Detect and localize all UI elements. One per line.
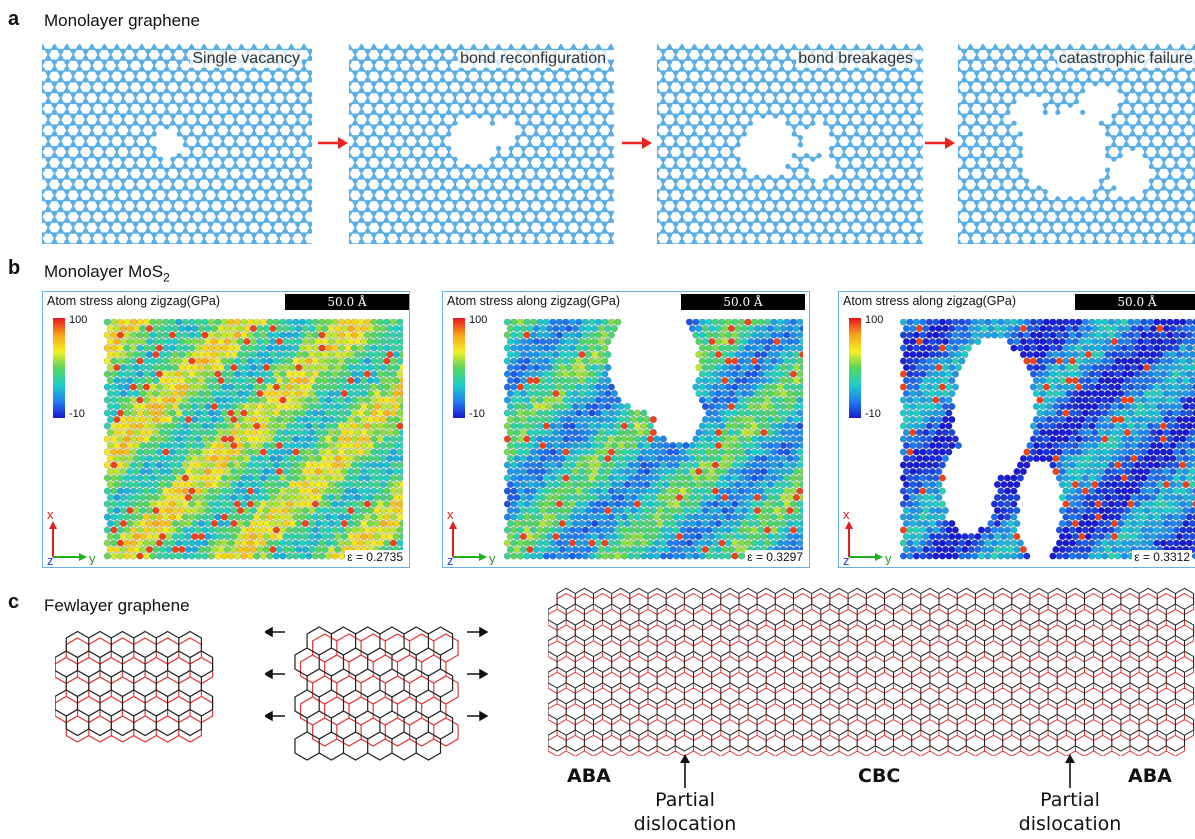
colorbar-min: -10 — [865, 408, 881, 420]
graphene-atoms — [958, 45, 1195, 244]
graphene-lattice-2 — [349, 44, 614, 244]
dislocation-annotation-right: Partial dislocation — [1018, 789, 1122, 835]
right-arrow-icon — [622, 137, 652, 149]
region-label-cbc: CBC — [858, 765, 901, 787]
graphene-lattice-4 — [958, 44, 1195, 244]
mos2-stress-map-1 — [103, 319, 403, 562]
axis-y-label: y — [89, 551, 96, 565]
panel-c-title: Fewlayer graphene — [44, 596, 190, 615]
bilayer-lattice-dislocations — [548, 587, 1195, 756]
mos2-frame-2: Atom stress along zigzag(GPa) 50.0 Å 100… — [442, 291, 810, 568]
mos2-frame-1: Atom stress along zigzag(GPa) 50.0 Å 100… — [42, 291, 410, 568]
scale-bar: 50.0 Å — [681, 294, 805, 310]
graphene-frame-1: Single vacancy — [42, 44, 312, 244]
axis-x-label: x — [447, 507, 454, 522]
graphene-atoms — [657, 45, 923, 244]
mos2-frame-3: Atom stress along zigzag(GPa) 50.0 Å 100… — [838, 291, 1195, 568]
panel-a-label: a — [8, 8, 20, 30]
mos2-stress-map-3 — [899, 319, 1195, 562]
bilayer-lattice-stretched — [265, 626, 489, 761]
graphene-atoms — [349, 45, 614, 244]
region-label-aba-right: ABA — [1128, 765, 1172, 787]
strain-value: ε = 0.2735 — [345, 550, 405, 564]
graphene-caption-1: Single vacancy — [190, 50, 302, 68]
region-label-aba-left: ABA — [567, 765, 611, 787]
atom-spheres — [103, 319, 403, 560]
axes-triad-icon: x z y — [843, 507, 892, 565]
axes-triad-icon: x z y — [47, 507, 96, 565]
graphene-bonds — [42, 44, 312, 244]
scale-bar: 50.0 Å — [285, 294, 409, 310]
colorbar — [53, 318, 65, 418]
graphene-frame-3: bond breakages — [657, 44, 923, 244]
colorbar-max: 100 — [865, 314, 884, 326]
graphene-frame-2: bond reconfiguration — [349, 44, 614, 244]
stress-label: Atom stress along zigzag(GPa) — [843, 294, 1016, 308]
graphene-caption-3: bond breakages — [796, 50, 915, 68]
axis-z-label: z — [843, 553, 850, 565]
black-layer — [294, 626, 454, 761]
colorbar — [849, 318, 861, 418]
graphene-frame-4: catastrophic failure — [958, 44, 1195, 244]
panel-b-label: b — [8, 257, 21, 279]
bilayer-lattice-aligned — [55, 630, 214, 743]
arrow-icon — [265, 626, 489, 722]
black-layer — [55, 630, 214, 737]
atom-spheres — [503, 319, 803, 560]
colorbar-min: -10 — [469, 408, 485, 420]
up-arrow-icon — [680, 754, 690, 788]
panel-a-title: Monolayer graphene — [44, 11, 200, 30]
graphene-atoms — [42, 45, 312, 244]
strain-value: ε = 0.3297 — [745, 550, 805, 564]
right-arrow-icon — [925, 137, 955, 149]
axis-y-label: y — [489, 551, 496, 565]
axis-z-label: z — [47, 553, 54, 565]
axis-x-label: x — [843, 507, 850, 522]
graphene-lattice-3 — [657, 44, 923, 244]
colorbar-min: -10 — [69, 408, 85, 420]
mos2-stress-map-2 — [503, 319, 803, 562]
atom-spheres — [899, 319, 1195, 560]
graphene-caption-4: catastrophic failure — [1056, 50, 1195, 68]
colorbar — [453, 318, 465, 418]
dislocation-annotation-left: Partial dislocation — [633, 789, 737, 835]
panel-c-label: c — [8, 591, 20, 613]
scale-bar: 50.0 Å — [1075, 294, 1195, 310]
colorbar-max: 100 — [469, 314, 488, 326]
stress-label: Atom stress along zigzag(GPa) — [47, 294, 220, 308]
graphene-bonds — [349, 44, 614, 244]
stress-label: Atom stress along zigzag(GPa) — [447, 294, 620, 308]
axis-x-label: x — [47, 507, 54, 522]
graphene-bonds — [657, 44, 923, 244]
red-layer — [299, 633, 459, 747]
axis-y-label: y — [885, 551, 892, 565]
colorbar-max: 100 — [69, 314, 88, 326]
up-arrow-icon — [1065, 754, 1075, 788]
panel-b-title: Monolayer MoS2 — [44, 262, 170, 285]
axes-triad-icon: x z y — [447, 507, 496, 565]
axis-z-label: z — [447, 553, 454, 565]
right-arrow-icon — [318, 137, 348, 149]
graphene-bonds — [958, 44, 1195, 244]
graphene-caption-2: bond reconfiguration — [458, 50, 608, 68]
graphene-lattice-1 — [42, 44, 312, 244]
black-layer — [548, 587, 1195, 752]
strain-value: ε = 0.3312 — [1132, 550, 1192, 564]
